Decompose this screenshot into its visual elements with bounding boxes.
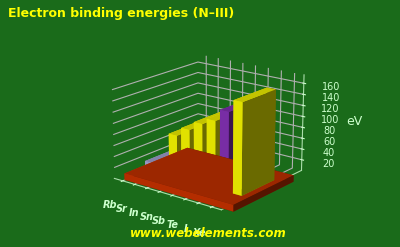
Text: Electron binding energies (N–III): Electron binding energies (N–III): [8, 7, 234, 21]
Text: www.webelements.com: www.webelements.com: [130, 226, 286, 240]
